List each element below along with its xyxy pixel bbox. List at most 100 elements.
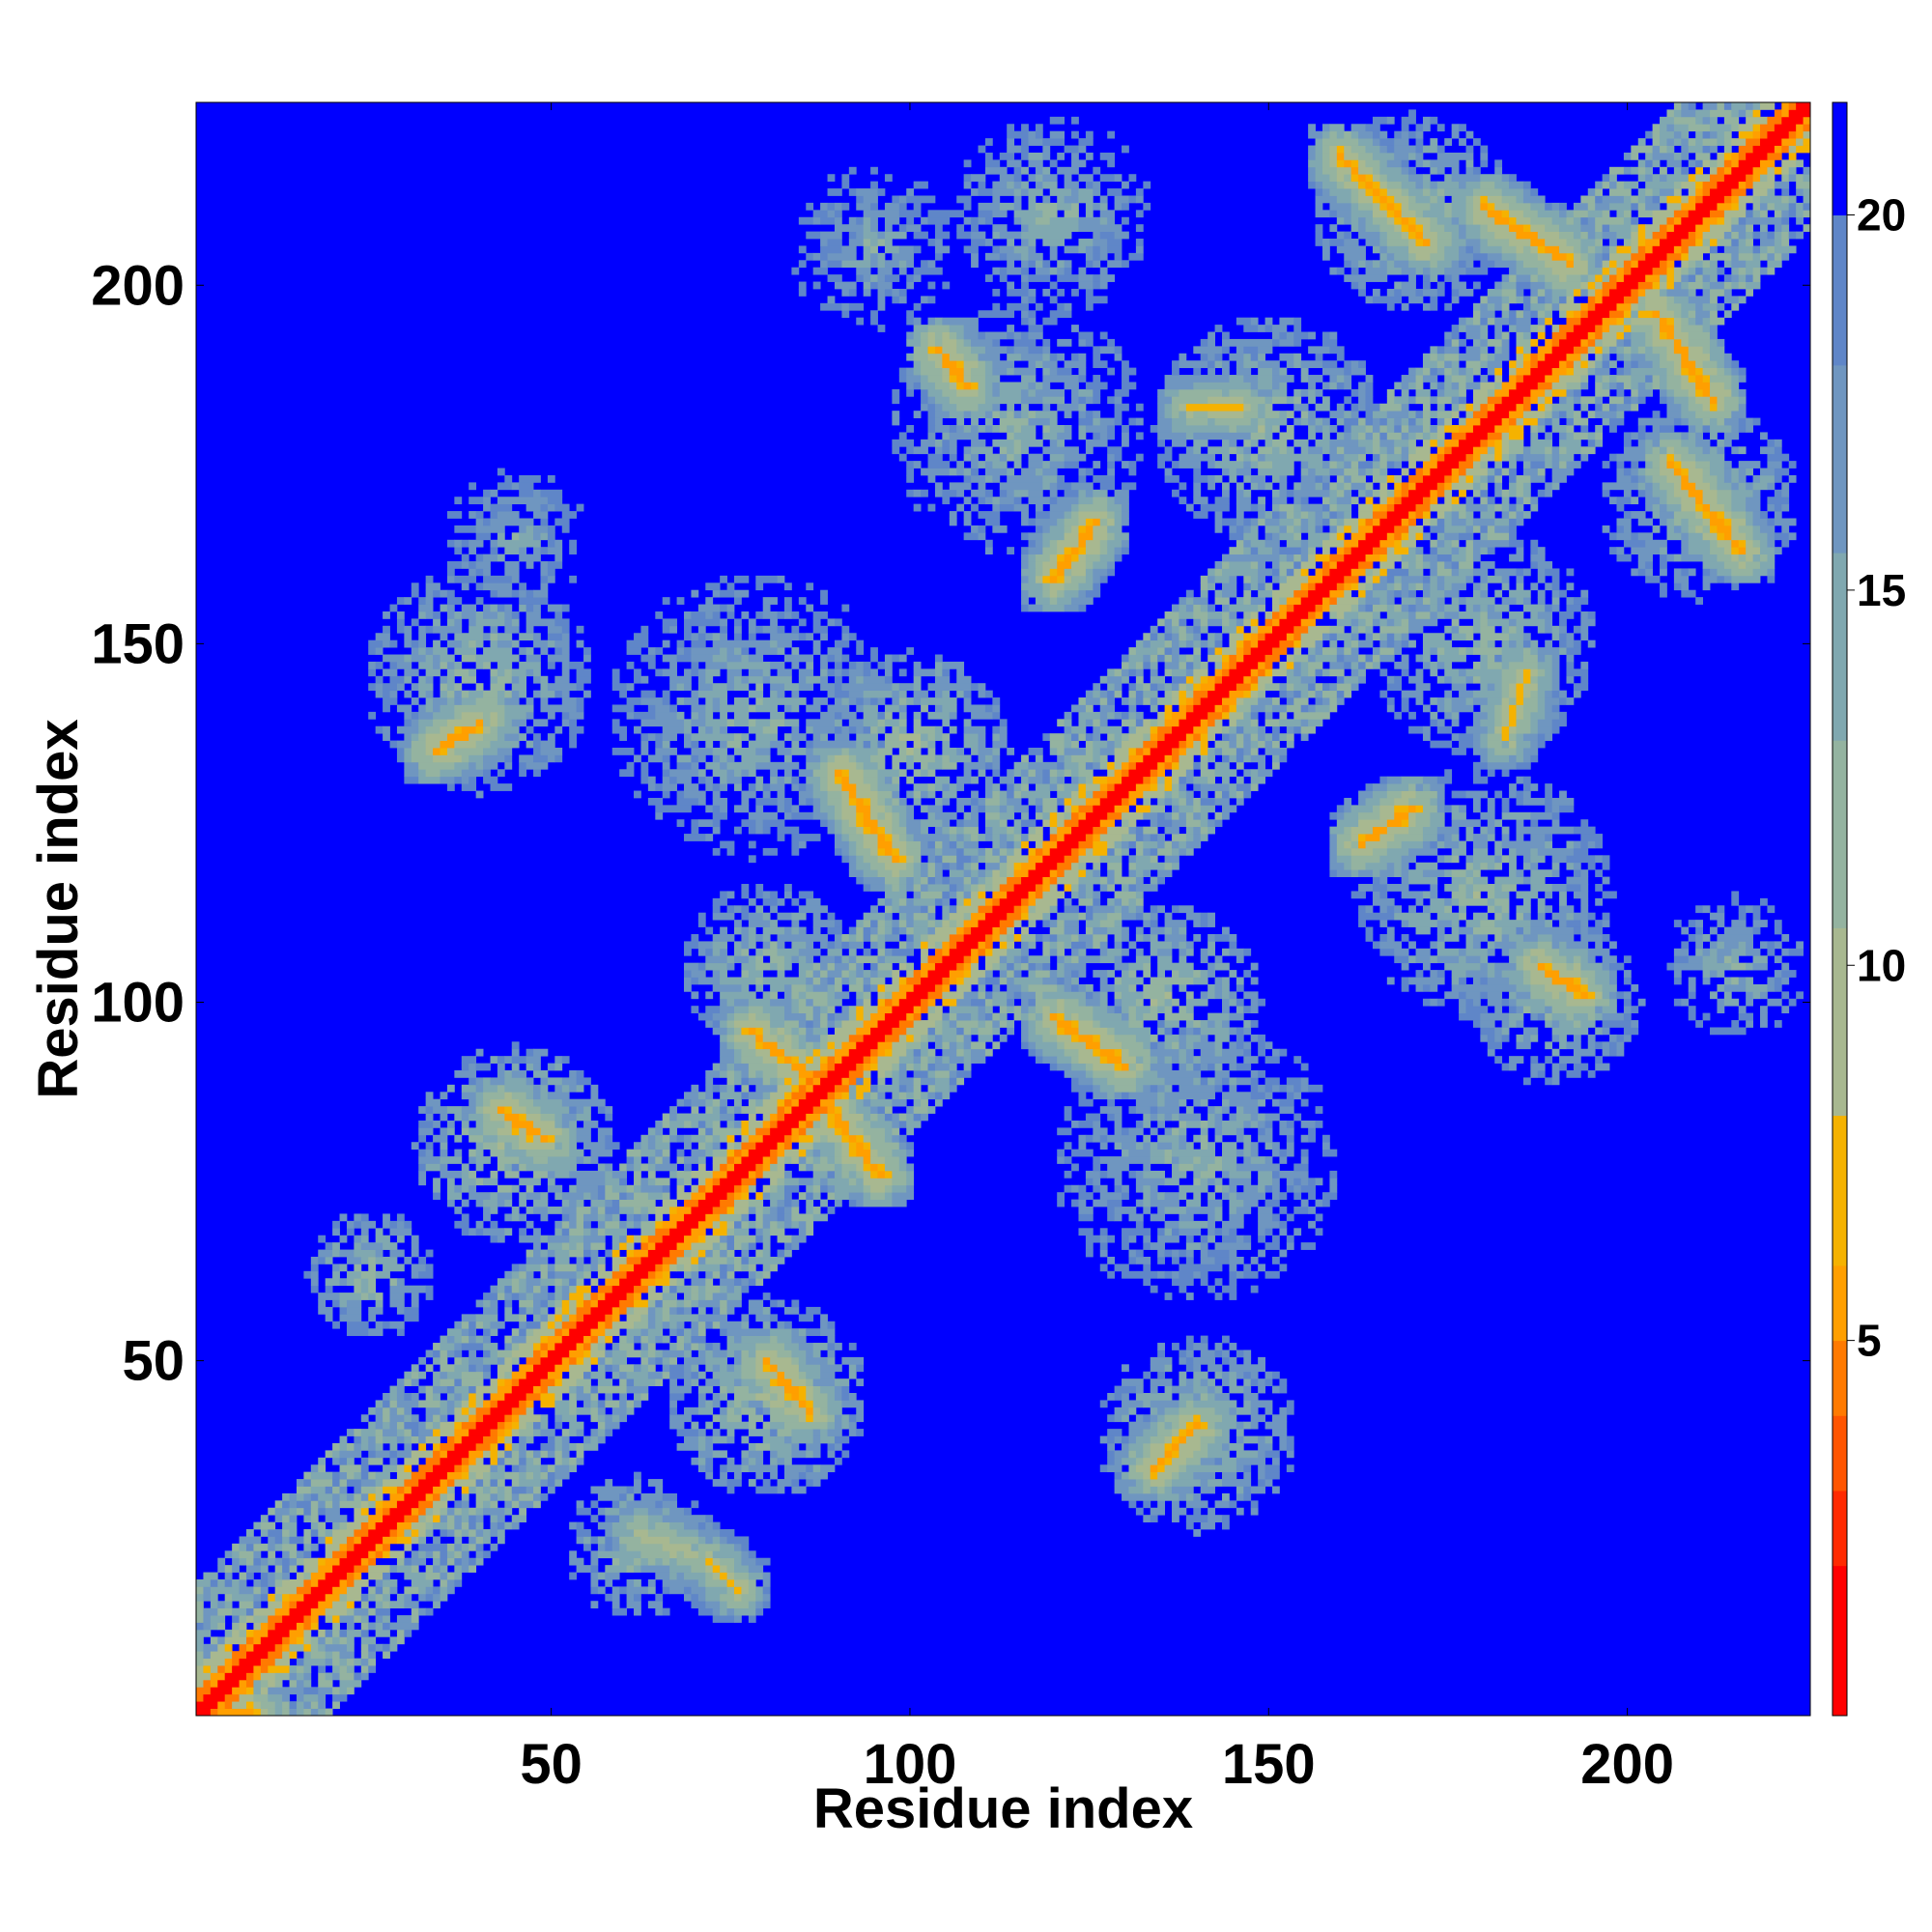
- heatmap-cell: [1135, 1479, 1144, 1487]
- heatmap-cell: [734, 1543, 742, 1551]
- heatmap-cell: [346, 1629, 362, 1637]
- heatmap-cell: [748, 1041, 756, 1050]
- heatmap-cell: [569, 1199, 578, 1208]
- heatmap-cell: [1623, 1006, 1632, 1014]
- heatmap-cell: [554, 1056, 563, 1064]
- heatmap-cell: [1128, 1435, 1137, 1444]
- heatmap-cell: [1028, 970, 1037, 978]
- heatmap-cell: [540, 1113, 555, 1122]
- heatmap-cell: [734, 1199, 750, 1208]
- heatmap-cell: [705, 962, 727, 971]
- heatmap-cell: [245, 1572, 254, 1580]
- heatmap-cell: [798, 1027, 807, 1036]
- heatmap-cell: [332, 1220, 340, 1229]
- heatmap-cell: [812, 1385, 821, 1394]
- heatmap-cell: [511, 1343, 520, 1350]
- heatmap-cell: [1122, 1184, 1129, 1193]
- heatmap-cell: [1243, 1421, 1252, 1430]
- heatmap-cell: [411, 1249, 419, 1258]
- heatmap-cell: [383, 1321, 390, 1329]
- heatmap-cell: [1122, 1063, 1129, 1071]
- heatmap-cell: [296, 1658, 304, 1666]
- heatmap-cell: [576, 1184, 599, 1193]
- heatmap-cell: [411, 1557, 427, 1566]
- heatmap-cell: [1107, 1098, 1116, 1107]
- heatmap-cell: [1279, 1192, 1288, 1200]
- heatmap-cell: [1193, 1400, 1237, 1408]
- heatmap-cell: [1122, 1041, 1144, 1050]
- heatmap-cell: [354, 1536, 362, 1545]
- heatmap-cell: [1480, 955, 1489, 964]
- heatmap-cell: [303, 1701, 312, 1709]
- heatmap-cell: [848, 977, 857, 985]
- heatmap-cell: [848, 955, 857, 964]
- heatmap-cell: [963, 1041, 972, 1050]
- heatmap-cell: [1286, 1400, 1294, 1408]
- heatmap-cell: [519, 1321, 527, 1329]
- heatmap-cell: [1666, 962, 1675, 971]
- heatmap-cell: [561, 1356, 570, 1365]
- heatmap-cell: [440, 1414, 448, 1423]
- heatmap-cell: [590, 1536, 599, 1545]
- heatmap-cell: [289, 1679, 298, 1688]
- heatmap-cell: [1143, 1063, 1151, 1071]
- heatmap-cell: [942, 1034, 957, 1042]
- heatmap-cell: [1796, 991, 1804, 1000]
- heatmap-cell: [497, 1192, 513, 1200]
- heatmap-cell: [346, 1328, 369, 1337]
- heatmap-cell: [734, 1207, 750, 1214]
- heatmap-cell: [791, 1034, 800, 1042]
- heatmap-cell: [396, 1615, 412, 1623]
- heatmap-cell: [798, 1056, 807, 1064]
- heatmap-cell: [375, 1235, 390, 1243]
- heatmap-cell: [734, 1056, 742, 1064]
- heatmap-cell: [1537, 962, 1546, 971]
- heatmap-cell: [697, 1607, 714, 1616]
- heatmap-cell: [770, 1092, 785, 1100]
- heatmap-cell: [282, 1521, 298, 1530]
- heatmap-cell: [963, 926, 972, 935]
- heatmap-cell: [446, 1192, 463, 1200]
- heatmap-cell: [454, 1414, 469, 1423]
- heatmap-cell: [1537, 1012, 1546, 1021]
- heatmap-cell: [1516, 955, 1524, 964]
- heatmap-cell: [734, 1077, 742, 1086]
- heatmap-cell: [626, 1293, 635, 1300]
- heatmap-cell: [1157, 1270, 1165, 1279]
- heatmap-cell: [533, 1048, 549, 1057]
- heatmap-cell: [245, 1643, 254, 1652]
- heatmap-cell: [1551, 941, 1560, 950]
- heatmap-cell: [383, 1536, 398, 1545]
- heatmap-cell: [569, 1142, 578, 1151]
- heatmap-cell: [268, 1572, 276, 1580]
- heatmap-cell: [1064, 1106, 1072, 1114]
- heatmap-cell: [1501, 1020, 1510, 1028]
- heatmap-cell: [511, 1041, 520, 1050]
- heatmap-cell: [497, 1070, 505, 1078]
- heatmap-cell: [712, 1156, 727, 1164]
- heatmap-cell: [791, 1442, 800, 1451]
- heatmap-cell: [655, 1134, 664, 1143]
- heatmap-cell: [1143, 1479, 1151, 1487]
- heatmap-cell: [282, 1500, 290, 1509]
- heatmap-cell: [411, 1615, 419, 1623]
- heatmap-cell: [1264, 1435, 1273, 1444]
- heatmap-cell: [1128, 1421, 1151, 1430]
- heatmap-cell: [1114, 955, 1122, 964]
- heatmap-cell: [332, 1629, 340, 1637]
- heatmap-cell: [712, 1207, 727, 1214]
- heatmap-cell: [268, 1651, 283, 1660]
- heatmap-cell: [605, 1220, 620, 1229]
- heatmap-cell: [253, 1601, 262, 1609]
- heatmap-cell: [519, 1507, 527, 1516]
- heatmap-cell: [576, 1565, 591, 1573]
- heatmap-cell: [1229, 1249, 1237, 1258]
- heatmap-cell: [1193, 1343, 1208, 1350]
- heatmap-cell: [892, 1048, 907, 1057]
- heatmap-cell: [726, 1012, 735, 1021]
- heatmap-cell: [720, 1041, 727, 1050]
- heatmap-cell: [533, 1457, 541, 1465]
- heatmap-cell: [1229, 1364, 1265, 1373]
- heatmap-cell: [1250, 1120, 1259, 1128]
- heatmap-cell: [418, 1607, 427, 1616]
